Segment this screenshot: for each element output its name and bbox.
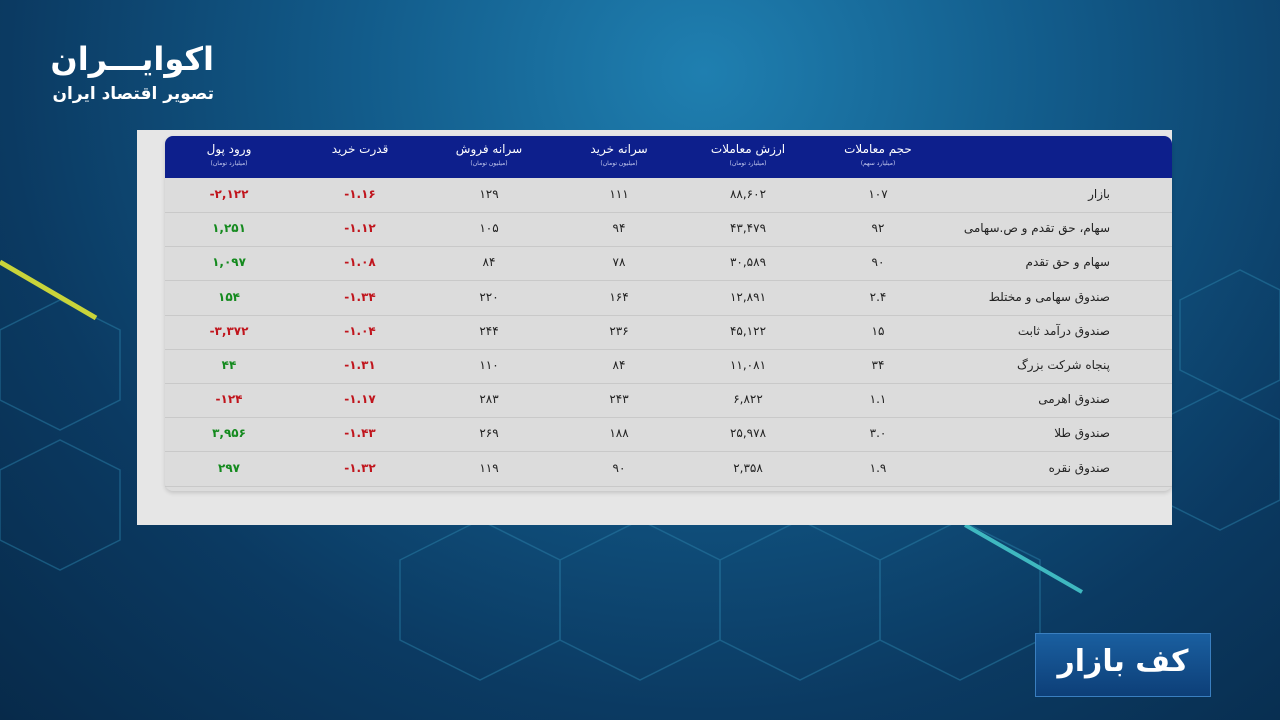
table-cell: ۱,۰۹۷ [212, 255, 246, 270]
column-unit: (میلیارد تومان) [729, 160, 767, 167]
column-title: ورود پول [206, 142, 252, 156]
table-cell: ۴۵,۱۲۲ [729, 323, 767, 338]
table-header: حجم معاملات (میلیارد سهم) ارزش معاملات (میل… [165, 136, 1172, 178]
table-cell: ۳.۰ [869, 426, 887, 441]
logo-subtitle: تصویر اقتصاد ایران [52, 84, 214, 104]
table-cell: -۳,۳۷۲ [209, 323, 249, 338]
table-cell: ۱۶۴ [609, 289, 629, 304]
row-label: صندوق اهرمی [1038, 392, 1110, 407]
row-label: سهام، حق تقدم و ص.سهامی [963, 221, 1110, 236]
column-title: ارزش معاملات [710, 142, 786, 156]
table-cell: ۲۴۳ [609, 392, 629, 407]
table-cell: ۱۰۵ [479, 221, 499, 236]
row-label: صندوق سهامی و مختلط [988, 289, 1110, 304]
column-header: حجم معاملات (میلیارد سهم) [813, 142, 943, 167]
table-cell: ۲۳۶ [609, 323, 629, 338]
table-cell: ۱.۱ [869, 392, 887, 407]
table-row: سهام، حق تقدم و ص.سهامی ۹۲ ۴۳,۴۷۹ ۹۴ ۱۰۵ -۱.۱… [165, 212, 1172, 248]
table-cell: ۲,۳۵۸ [733, 460, 763, 475]
table-cell: -۱.۳۴ [344, 289, 376, 304]
column-title: حجم معاملات [844, 142, 912, 156]
table-row: صندوق طلا ۳.۰ ۲۵,۹۷۸ ۱۸۸ ۲۶۹ -۱.۴۳ ۳,۹۵۶ [165, 417, 1172, 453]
column-header: سرانه فروش (میلیون تومان) [424, 142, 554, 167]
badge-text: کف بازار [1057, 644, 1189, 679]
table-cell: ۴۳,۴۷۹ [729, 221, 767, 236]
table-cell: -۱.۱۶ [344, 187, 376, 201]
column-title: سرانه خرید [590, 142, 648, 156]
table: حجم معاملات (میلیارد سهم) ارزش معاملات (میل… [165, 136, 1172, 491]
table-cell: -۱.۱۷ [344, 392, 376, 407]
row-label: صندوق نقره [1048, 460, 1110, 475]
table-row: صندوق درآمد ثابت ۱۵ ۴۵,۱۲۲ ۲۳۶ ۲۴۴ -۱.۰۴ -۳,۳۷… [165, 315, 1172, 350]
table-cell: -۱.۴۳ [344, 426, 376, 441]
table-cell: ۸۸,۶۰۲ [729, 187, 767, 201]
table-row: صندوق نقره ۱.۹ ۲,۳۵۸ ۹۰ ۱۱۹ -۱.۳۲ ۲۹۷ [165, 452, 1172, 487]
table-cell: ۷۸ [612, 255, 626, 270]
table-cell: ۲۶۹ [479, 426, 499, 441]
table-cell: ۳۰,۵۸۹ [729, 255, 767, 270]
table-cell: ۲۸۳ [479, 392, 499, 407]
column-unit: (میلیارد تومان) [210, 160, 248, 167]
table-cell: ۲۹۷ [218, 460, 240, 475]
table-row: پنجاه شرکت بزرگ ۳۴ ۱۱,۰۸۱ ۸۴ ۱۱۰ -۱.۳۱ ۴۴ [165, 349, 1172, 384]
table-cell: ۱۸۸ [609, 426, 629, 441]
column-header: قدرت خرید [295, 142, 425, 156]
table-cell: -۱۲۴ [215, 392, 243, 407]
table-cell: -۱.۰۸ [344, 255, 376, 270]
table-cell: -۱.۳۲ [344, 460, 376, 475]
table-cell: -۱.۳۱ [344, 358, 376, 372]
table-cell: ۱۵ [871, 323, 885, 338]
table-cell: ۱۱۱ [609, 187, 629, 201]
table-cell: ۱,۲۵۱ [212, 221, 246, 236]
row-label: بازار [1088, 187, 1110, 201]
row-label: صندوق درآمد ثابت [1017, 323, 1110, 338]
table-cell: -۱.۰۴ [344, 323, 376, 338]
table-row: بازار ۱۰۷ ۸۸,۶۰۲ ۱۱۱ ۱۲۹ -۱.۱۶ -۲,۱۲۲ [165, 178, 1172, 213]
table-row: صندوق سهامی و مختلط ۲.۴ ۱۲,۸۹۱ ۱۶۴ ۲۲۰ -۱.۳۴ ۱… [165, 281, 1172, 316]
column-header: سرانه خرید (میلیون تومان) [554, 142, 684, 167]
table-panel: حجم معاملات (میلیارد سهم) ارزش معاملات (میل… [137, 130, 1172, 525]
badge: کف بازار [1035, 633, 1211, 697]
row-label: پنجاه شرکت بزرگ [1017, 358, 1110, 372]
table-cell: ۲۴۴ [479, 323, 499, 338]
logo-title: اکوایـــران [50, 40, 214, 78]
table-cell: ۴۴ [221, 358, 237, 372]
table-cell: ۲.۴ [869, 289, 887, 304]
table-cell: ۱۱۰ [479, 358, 499, 372]
table-cell: -۱.۱۲ [344, 221, 376, 236]
table-cell: ۸۴ [482, 255, 496, 270]
table-cell: ۹۲ [871, 221, 885, 236]
column-title: قدرت خرید [331, 142, 389, 156]
column-header: ورود پول (میلیارد تومان) [164, 142, 294, 167]
table-cell: ۹۰ [612, 460, 626, 475]
column-header: ارزش معاملات (میلیارد تومان) [683, 142, 813, 167]
table-cell: -۲,۱۲۲ [209, 187, 249, 201]
table-cell: ۱۲,۸۹۱ [729, 289, 767, 304]
column-unit: (میلیارد سهم) [860, 160, 896, 167]
table-cell: ۱۵۴ [218, 289, 240, 304]
table-cell: ۹۴ [612, 221, 626, 236]
table-cell: ۳۴ [871, 358, 885, 372]
table-cell: ۹۰ [871, 255, 885, 270]
column-unit: (میلیون تومان) [600, 160, 638, 167]
column-title: سرانه فروش [455, 142, 523, 156]
table-cell: ۱۰۷ [868, 187, 888, 201]
table-cell: ۱.۹ [869, 460, 887, 475]
table-cell: ۱۲۹ [479, 187, 499, 201]
table-cell: ۶,۸۲۲ [733, 392, 763, 407]
table-cell: ۱۱۹ [479, 460, 499, 475]
table-cell: ۲۵,۹۷۸ [729, 426, 767, 441]
table-row: سهام و حق تقدم ۹۰ ۳۰,۵۸۹ ۷۸ ۸۴ -۱.۰۸ ۱,۰۹۷ [165, 246, 1172, 282]
table-cell: ۳,۹۵۶ [212, 426, 246, 441]
row-label: صندوق طلا [1054, 426, 1110, 441]
column-unit: (میلیون تومان) [470, 160, 508, 167]
table-cell: ۱۱,۰۸۱ [729, 358, 767, 372]
row-label: سهام و حق تقدم [1025, 255, 1110, 270]
table-cell: ۸۴ [612, 358, 626, 372]
table-cell: ۲۲۰ [479, 289, 499, 304]
table-row: صندوق اهرمی ۱.۱ ۶,۸۲۲ ۲۴۳ ۲۸۳ -۱.۱۷ -۱۲۴ [165, 383, 1172, 419]
